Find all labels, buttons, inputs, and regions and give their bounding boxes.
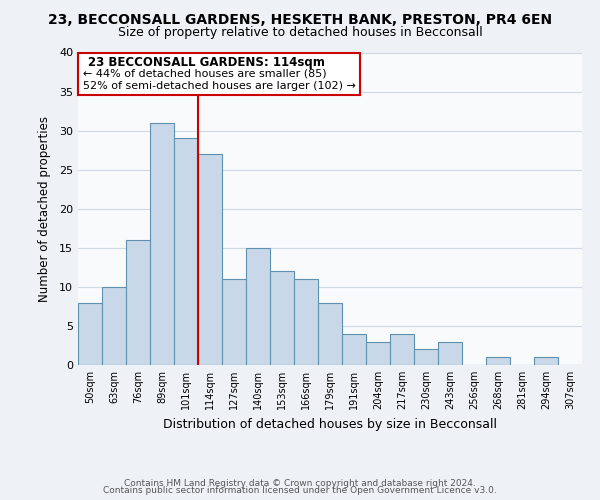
Text: Contains HM Land Registry data © Crown copyright and database right 2024.: Contains HM Land Registry data © Crown c…: [124, 478, 476, 488]
Text: 23 BECCONSALL GARDENS: 114sqm: 23 BECCONSALL GARDENS: 114sqm: [88, 56, 325, 68]
Text: Contains public sector information licensed under the Open Government Licence v3: Contains public sector information licen…: [103, 486, 497, 495]
Bar: [414, 350, 438, 365]
Bar: [534, 357, 558, 365]
Text: ← 44% of detached houses are smaller (85): ← 44% of detached houses are smaller (85…: [83, 68, 326, 78]
Text: 52% of semi-detached houses are larger (102) →: 52% of semi-detached houses are larger (…: [83, 80, 356, 90]
Bar: [486, 357, 510, 365]
Bar: [438, 342, 462, 365]
Bar: [198, 154, 222, 365]
Bar: [294, 279, 318, 365]
Bar: [222, 279, 246, 365]
Bar: [390, 334, 414, 365]
Bar: [150, 123, 174, 365]
Y-axis label: Number of detached properties: Number of detached properties: [38, 116, 50, 302]
Text: 23, BECCONSALL GARDENS, HESKETH BANK, PRESTON, PR4 6EN: 23, BECCONSALL GARDENS, HESKETH BANK, PR…: [48, 12, 552, 26]
Text: Size of property relative to detached houses in Becconsall: Size of property relative to detached ho…: [118, 26, 482, 39]
Bar: [102, 287, 126, 365]
Bar: [318, 302, 342, 365]
Bar: [126, 240, 150, 365]
Bar: [174, 138, 198, 365]
X-axis label: Distribution of detached houses by size in Becconsall: Distribution of detached houses by size …: [163, 418, 497, 430]
Bar: [342, 334, 366, 365]
Bar: [78, 302, 102, 365]
FancyBboxPatch shape: [78, 52, 360, 94]
Bar: [366, 342, 390, 365]
Bar: [270, 271, 294, 365]
Bar: [246, 248, 270, 365]
